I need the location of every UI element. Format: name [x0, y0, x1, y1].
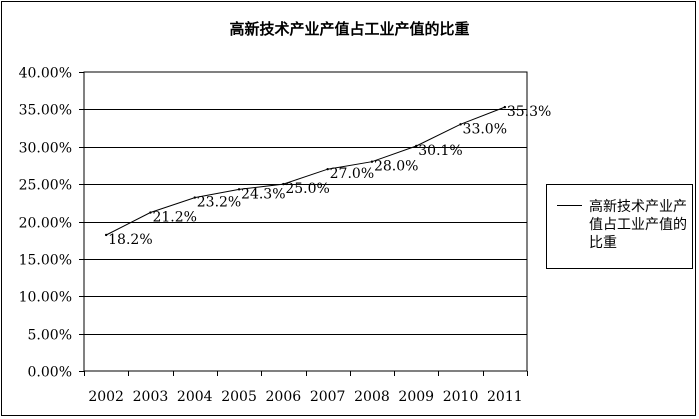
y-tick-label: 25.00% [19, 178, 72, 194]
data-label: 25.0% [285, 181, 329, 197]
x-tick-label: 2005 [221, 389, 257, 405]
y-tick-label: 5.00% [28, 328, 72, 344]
y-tick-label: 10.00% [19, 290, 72, 306]
y-tick-label: 0.00% [28, 365, 72, 381]
data-point [237, 188, 241, 191]
data-point [503, 105, 507, 109]
data-point [459, 123, 462, 126]
data-label: 23.2% [197, 195, 241, 211]
y-tick-label: 30.00% [19, 141, 72, 157]
x-tick-label: 2002 [88, 389, 124, 405]
data-point [104, 233, 108, 237]
x-tick-label: 2010 [443, 389, 479, 405]
data-point [193, 196, 196, 199]
y-tick-label: 15.00% [19, 253, 72, 269]
x-tick-label: 2011 [487, 389, 523, 405]
data-point [326, 167, 329, 171]
x-tick-label: 2007 [310, 389, 346, 405]
x-tick-label: 2009 [398, 389, 434, 405]
data-label: 24.3% [241, 186, 285, 202]
data-point [149, 211, 152, 214]
data-label: 18.2% [108, 232, 152, 248]
chart-title: 高新技术产业产值占工业产值的比重 [229, 20, 470, 38]
plot-area [83, 71, 528, 372]
legend-line-swatch [557, 205, 582, 206]
data-label: 35.3% [507, 104, 551, 120]
y-tick-label: 40.00% [19, 66, 72, 82]
y-tick-label: 20.00% [19, 216, 72, 232]
data-label: 27.0% [330, 166, 374, 182]
x-tick-label: 2003 [133, 389, 169, 405]
legend: 高新技术产业产值占工业产值的比重 [546, 184, 693, 269]
x-tick-label: 2006 [266, 389, 302, 405]
data-point [282, 182, 285, 186]
legend-label: 高新技术产业产值占工业产值的比重 [589, 199, 687, 251]
data-label: 21.2% [152, 210, 196, 226]
y-tick-label: 35.00% [19, 103, 72, 119]
data-label: 30.1% [418, 143, 462, 159]
data-point [415, 144, 418, 148]
data-label: 33.0% [463, 121, 507, 137]
x-tick-label: 2008 [354, 389, 390, 405]
data-point [370, 160, 374, 163]
series-line [105, 106, 505, 236]
x-tick-label: 2004 [177, 389, 213, 405]
data-label: 28.0% [374, 159, 418, 175]
